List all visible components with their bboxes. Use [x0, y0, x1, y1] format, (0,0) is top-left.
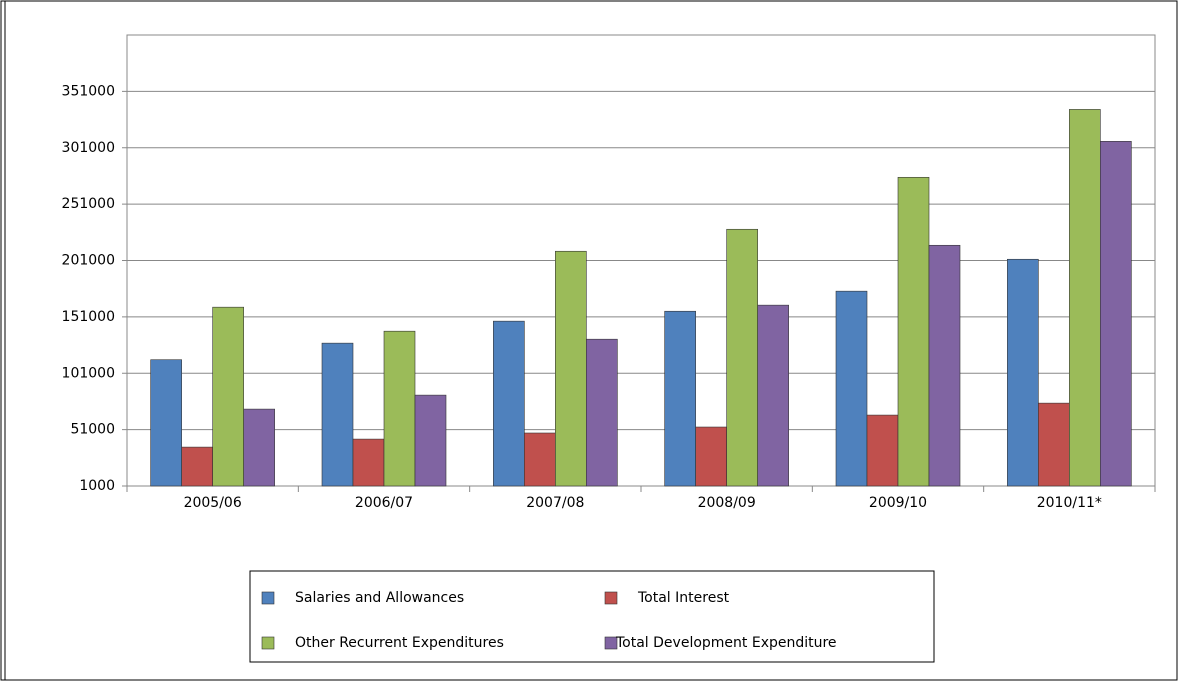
bar	[835, 290, 868, 487]
y-tick-label: 251000	[62, 196, 115, 212]
bar	[866, 414, 899, 487]
y-tick-label: 151000	[62, 309, 115, 325]
y-tick-label: 351000	[62, 83, 115, 99]
bar	[664, 310, 696, 487]
legend-label: Salaries and Allowances	[295, 590, 464, 606]
y-tick-label: 201000	[62, 253, 115, 269]
bar	[524, 432, 556, 487]
x-tick-label: 2008/09	[698, 495, 756, 511]
x-tick-label: 2010/11*	[1037, 495, 1102, 511]
bar	[1100, 141, 1132, 487]
bar	[414, 394, 447, 487]
bar	[586, 338, 618, 487]
legend-swatch	[604, 591, 618, 605]
y-tick-label: 301000	[62, 140, 115, 156]
legend-swatch	[261, 591, 275, 605]
bar	[928, 244, 961, 487]
legend-swatch	[604, 636, 618, 650]
legend-box	[249, 570, 935, 663]
y-tick-label: 51000	[70, 422, 115, 438]
bar	[726, 228, 758, 487]
bar	[181, 446, 213, 487]
bar	[1069, 109, 1101, 487]
legend-swatch	[261, 636, 275, 650]
bar	[1007, 258, 1039, 487]
legend-label: Total Interest	[637, 590, 730, 606]
y-tick-label: 1000	[79, 478, 115, 494]
bar	[321, 342, 354, 487]
bar	[352, 438, 385, 487]
x-tick-label: 2007/08	[526, 495, 584, 511]
bar	[757, 304, 789, 487]
x-tick-label: 2006/07	[355, 495, 413, 511]
bar	[493, 320, 525, 487]
bar	[383, 330, 416, 487]
bar	[555, 250, 587, 487]
bar	[243, 408, 275, 487]
bar	[695, 426, 727, 487]
bar	[1038, 402, 1070, 487]
bar	[150, 359, 182, 487]
y-tick-label: 101000	[62, 365, 115, 381]
legend-label: Other Recurrent Expenditures	[295, 635, 504, 651]
x-tick-label: 2005/06	[184, 495, 242, 511]
legend-label: Total Development Expenditure	[615, 635, 837, 651]
bar	[897, 176, 930, 487]
bar	[212, 306, 244, 487]
x-tick-label: 2009/10	[869, 495, 927, 511]
